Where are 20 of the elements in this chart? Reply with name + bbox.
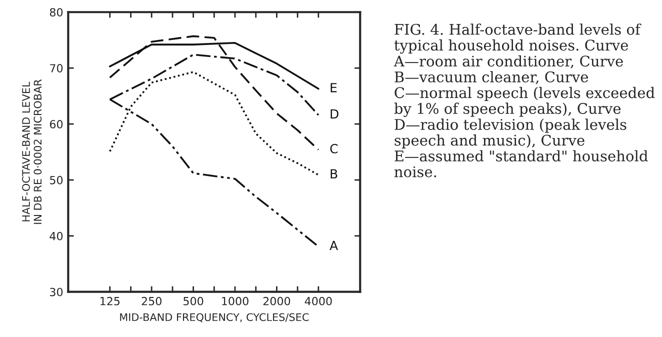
x-tick-label: 500 xyxy=(184,296,204,306)
y-tick-label: 60 xyxy=(50,120,63,128)
y-axis-title: HALF-OCTAVE-BAND LEVEL IN DB RE 0·0002 MICROBAR xyxy=(22,79,42,224)
x-tick-label: 2000 xyxy=(263,296,290,306)
series-label: D xyxy=(330,109,338,119)
y-tick-label: 30 xyxy=(50,288,63,296)
y-tick-label: 50 xyxy=(50,176,63,184)
x-tick-label: 250 xyxy=(142,296,162,306)
x-tick-label: 4000 xyxy=(304,296,332,306)
y-tick-label: 80 xyxy=(50,8,63,17)
series-label: C xyxy=(330,144,338,154)
x-tick-label: 125 xyxy=(100,296,120,306)
x-axis-title: MID-BAND FREQUENCY, CYCLES/SEC xyxy=(120,313,309,322)
text: FIG. 4. Half-octave-band levels of typical household noises. Curve A—room air conditioner, Curve B—vacuum cleaner, Curve C—normal speech (levels exceeded by 1% of speech peaks), Curve D—radio television (peak levels speech and music), Curve E—assumed "standard" household noise. xyxy=(394,24,655,178)
y-tick-label: 40 xyxy=(50,232,63,240)
x-tick-label: 1000 xyxy=(222,296,248,306)
series-label: A xyxy=(330,240,338,250)
series-label: E xyxy=(330,83,337,92)
series-label: B xyxy=(330,169,338,178)
y-tick-label: 70 xyxy=(50,64,63,72)
